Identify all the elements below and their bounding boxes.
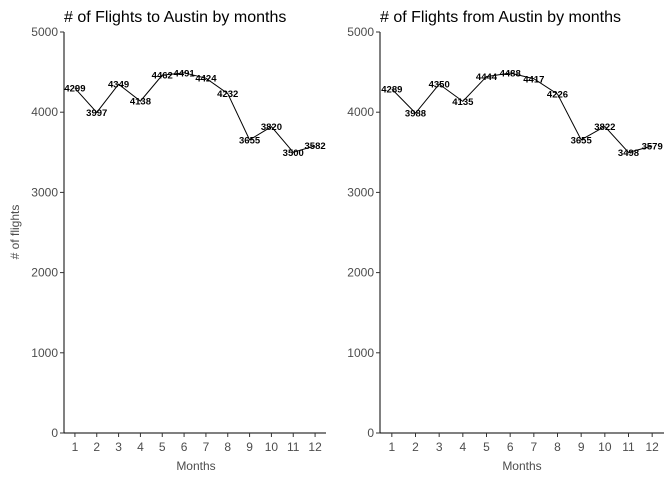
- x-tick-label: 4: [459, 440, 466, 454]
- x-tick-label: 7: [530, 440, 537, 454]
- y-tick-label: 2000: [31, 266, 58, 280]
- data-label: 4135: [452, 97, 474, 108]
- data-label: 3498: [618, 148, 639, 159]
- data-label: 3500: [283, 148, 304, 159]
- x-tick-label: 7: [203, 440, 210, 454]
- x-tick-label: 5: [159, 440, 166, 454]
- x-tick-label: 10: [265, 440, 279, 454]
- data-label: 4299: [64, 84, 85, 95]
- x-axis-title: Months: [502, 459, 541, 473]
- x-tick-label: 11: [287, 440, 300, 454]
- data-label: 3822: [594, 122, 615, 133]
- y-tick-label: 5000: [347, 25, 374, 39]
- x-tick-label: 1: [388, 440, 395, 454]
- y-tick-label: 4000: [347, 105, 374, 119]
- data-label: 4491: [174, 68, 196, 79]
- chart-panel-from-austin: # of Flights from Austin by months Month…: [347, 9, 664, 473]
- data-label: 4350: [429, 80, 450, 91]
- data-label: 4462: [152, 71, 173, 82]
- x-tick-label: 5: [483, 440, 490, 454]
- y-axis-title: # of flights: [8, 205, 22, 260]
- data-label: 4226: [547, 90, 568, 101]
- x-tick-label: 12: [645, 440, 659, 454]
- data-label: 3820: [261, 122, 282, 133]
- chart-title: # of Flights to Austin by months: [64, 9, 286, 26]
- chart-panel-to-austin: # of Flights to Austin by months # of fl…: [8, 9, 326, 473]
- data-label: 3582: [305, 141, 326, 152]
- x-tick-label: 1: [72, 440, 79, 454]
- y-tick-label: 4000: [31, 105, 58, 119]
- x-tick-label: 3: [115, 440, 122, 454]
- x-tick-label: 12: [308, 440, 322, 454]
- data-label: 3655: [571, 135, 593, 146]
- y-tick-label: 2000: [347, 266, 374, 280]
- chart-title: # of Flights from Austin by months: [380, 9, 621, 26]
- data-label: 3579: [642, 141, 663, 152]
- x-tick-label: 2: [93, 440, 100, 454]
- x-tick-label: 9: [246, 440, 253, 454]
- data-label: 4424: [195, 74, 217, 85]
- data-label: 4232: [217, 89, 238, 100]
- y-tick-label: 1000: [31, 346, 58, 360]
- y-tick-label: 5000: [31, 25, 58, 39]
- data-label: 4417: [523, 74, 544, 85]
- x-tick-label: 6: [181, 440, 188, 454]
- data-label: 4488: [500, 69, 521, 80]
- series-line: [391, 72, 653, 154]
- x-tick-label: 9: [578, 440, 585, 454]
- y-tick-label: 3000: [347, 185, 374, 199]
- data-label: 3655: [239, 135, 261, 146]
- x-tick-label: 2: [412, 440, 419, 454]
- x-tick-label: 8: [224, 440, 231, 454]
- data-label: 4289: [381, 85, 402, 96]
- x-tick-label: 3: [436, 440, 443, 454]
- series-line: [74, 72, 316, 153]
- y-tick-label: 1000: [347, 346, 374, 360]
- x-axis-title: Months: [176, 459, 215, 473]
- y-tick-label: 0: [367, 426, 374, 440]
- data-label: 3997: [86, 108, 107, 119]
- data-label: 4444: [476, 72, 498, 83]
- x-tick-label: 11: [622, 440, 635, 454]
- data-label: 3988: [405, 109, 426, 120]
- x-tick-label: 10: [598, 440, 612, 454]
- x-tick-label: 8: [554, 440, 561, 454]
- data-label: 4138: [130, 97, 151, 108]
- y-tick-label: 0: [51, 426, 58, 440]
- y-tick-label: 3000: [31, 185, 58, 199]
- x-tick-label: 6: [507, 440, 514, 454]
- x-tick-label: 4: [137, 440, 144, 454]
- data-label: 4349: [108, 80, 129, 91]
